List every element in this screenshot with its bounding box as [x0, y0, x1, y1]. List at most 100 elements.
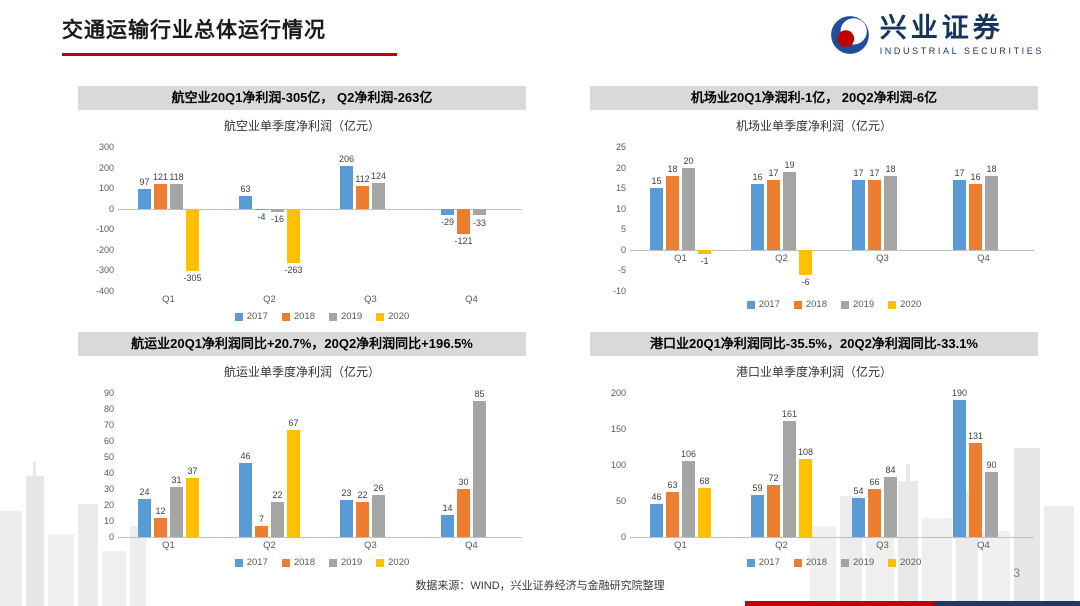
bar-group: 16 17 19 -6 Q2 — [731, 147, 832, 291]
bar-2017 — [340, 166, 353, 209]
y-axis-tick-label: 30 — [103, 483, 114, 494]
legend-label: 2017 — [758, 557, 780, 568]
bar-value-label: 72 — [768, 473, 779, 484]
chart-plot: 200 150 100 50 0 46 63 106 68 Q1 59 72 161 108 Q2 54 66 8… — [611, 388, 1034, 551]
title-block: 交通运输行业总体运行情况 — [62, 14, 397, 56]
bar-2018 — [666, 175, 679, 250]
bar-2019 — [884, 175, 897, 250]
bar-group: 54 66 84 Q3 — [832, 393, 933, 551]
panel-header-airport: 机场业20Q1净润利-1亿， 20Q2净利润-6亿 — [590, 86, 1038, 110]
bar-2017 — [138, 188, 151, 209]
bar-2019 — [372, 495, 385, 537]
company-logo: 兴业证券 INDUSTRIAL SECURITIES — [829, 14, 1044, 56]
chart-legend: 2017 2018 2019 2020 — [630, 557, 1038, 568]
bar-value-label: 30 — [458, 476, 469, 487]
y-axis-tick-label: 50 — [615, 496, 626, 506]
bar-2019 — [985, 472, 998, 537]
bar-group: 46 63 106 68 Q1 — [630, 393, 731, 551]
bar-value-label: 206 — [338, 154, 355, 165]
y-axis-tick-label: -400 — [95, 286, 114, 296]
legend-swatch-2018 — [793, 300, 802, 309]
legend-item: 2019 — [841, 299, 874, 310]
footer-accent-navy — [935, 601, 1080, 606]
bar-2020 — [186, 477, 199, 537]
bar-2017 — [953, 179, 966, 250]
bar-value-label: 14 — [442, 502, 453, 513]
x-category-label: Q4 — [465, 294, 478, 305]
bar-2019 — [884, 476, 897, 537]
bar-value-label: 18 — [885, 163, 896, 174]
legend-swatch-2017 — [234, 558, 243, 567]
panels-grid: 航空业20Q1净利润-305亿， Q2净利润-263亿 航空业单季度净利润（亿元… — [78, 86, 1038, 568]
bar-2018 — [154, 517, 167, 537]
bar-value-label: 106 — [680, 448, 697, 459]
bar-value-label: 67 — [288, 417, 299, 428]
x-category-label: Q1 — [674, 540, 687, 551]
bar-2019 — [372, 183, 385, 209]
bar-2017 — [852, 498, 865, 537]
bar-2019 — [170, 487, 183, 537]
bar-2019 — [473, 208, 486, 216]
bar-value-label: -16 — [270, 214, 284, 224]
bar-value-label: 190 — [951, 388, 968, 399]
y-axis-tick-label: 80 — [103, 403, 114, 414]
y-axis-tick-label: 40 — [103, 468, 114, 478]
bar-2017 — [239, 463, 252, 537]
y-axis-tick-label: 25 — [615, 142, 626, 152]
y-axis-tick-label: 20 — [103, 500, 114, 510]
bar-group: 206 112 124 Q3 — [320, 147, 421, 305]
chart-plot: 25 20 15 10 5 0 -5 -10 15 18 20 -1 Q1 16 17 19 -6 Q2 17 17 1… — [613, 142, 1034, 296]
y-axis-tick-label: 0 — [108, 532, 114, 542]
bar-value-label: 97 — [139, 176, 150, 187]
bar-value-label: -305 — [183, 273, 202, 284]
legend-item: 2019 — [329, 557, 362, 568]
y-axis-tick-label: -5 — [617, 265, 626, 276]
legend-swatch-2019 — [841, 558, 849, 567]
bar-2017 — [650, 188, 663, 250]
bar-2019 — [783, 171, 796, 250]
legend-label: 2019 — [853, 557, 875, 568]
legend-item: 2020 — [376, 557, 409, 568]
legend-item: 2019 — [329, 311, 362, 322]
bar-2017 — [340, 500, 353, 537]
bar-value-label: 19 — [784, 159, 795, 170]
bar-2018 — [767, 485, 780, 537]
bar-value-label: 17 — [768, 167, 779, 178]
bar-value-label: 17 — [869, 167, 880, 178]
page-title: 交通运输行业总体运行情况 — [62, 19, 326, 42]
bar-value-label: 26 — [373, 483, 384, 494]
panel-header-aviation: 航空业20Q1净利润-305亿， Q2净利润-263亿 — [78, 86, 526, 110]
legend-label: 2019 — [853, 299, 875, 310]
panel-aviation: 航空业20Q1净利润-305亿， Q2净利润-263亿 航空业单季度净利润（亿元… — [78, 86, 526, 322]
bar-2020 — [287, 429, 300, 537]
legend-item: 2020 — [376, 311, 409, 322]
bar-group: 15 18 20 -1 Q1 — [630, 147, 731, 291]
y-axis-tick-label: 10 — [103, 515, 114, 526]
legend-swatch-2020 — [376, 558, 385, 567]
x-category-label: Q3 — [876, 540, 889, 551]
bar-2019 — [170, 184, 183, 209]
bar-2020 — [799, 459, 812, 537]
bar-2018 — [154, 183, 167, 209]
x-axis-line — [630, 249, 1034, 251]
page-number: 3 — [1013, 566, 1020, 580]
bar-value-label: 63 — [240, 183, 251, 194]
bar-2020 — [698, 488, 711, 537]
legend-label: 2017 — [246, 557, 268, 568]
legend-label: 2020 — [900, 299, 922, 310]
legend-swatch-2019 — [329, 312, 337, 321]
chart-title: 港口业单季度净利润（亿元） — [735, 365, 892, 379]
bar-value-label: 63 — [667, 479, 678, 490]
skyline-decoration-left — [0, 462, 146, 606]
legend-item: 2019 — [841, 557, 874, 568]
chart-plot: 90 80 70 60 50 40 30 20 10 0 24 12 31 37 Q1 46 7 22 67 Q2 23… — [104, 388, 522, 551]
bar-2019 — [682, 167, 695, 250]
bar-value-label: 108 — [797, 447, 814, 458]
shipping-quarterly-net-profit-chart: 航运业单季度净利润（亿元） 90 80 70 60 50 40 30 20 10 0 24 12 31 37… — [78, 363, 526, 568]
x-category-label: Q4 — [465, 540, 478, 551]
bar-value-label: 23 — [341, 488, 352, 499]
legend-label: 2018 — [293, 311, 315, 322]
legend-swatch-2018 — [281, 558, 290, 567]
legend-label: 2020 — [388, 311, 410, 322]
bar-2017 — [953, 400, 966, 537]
